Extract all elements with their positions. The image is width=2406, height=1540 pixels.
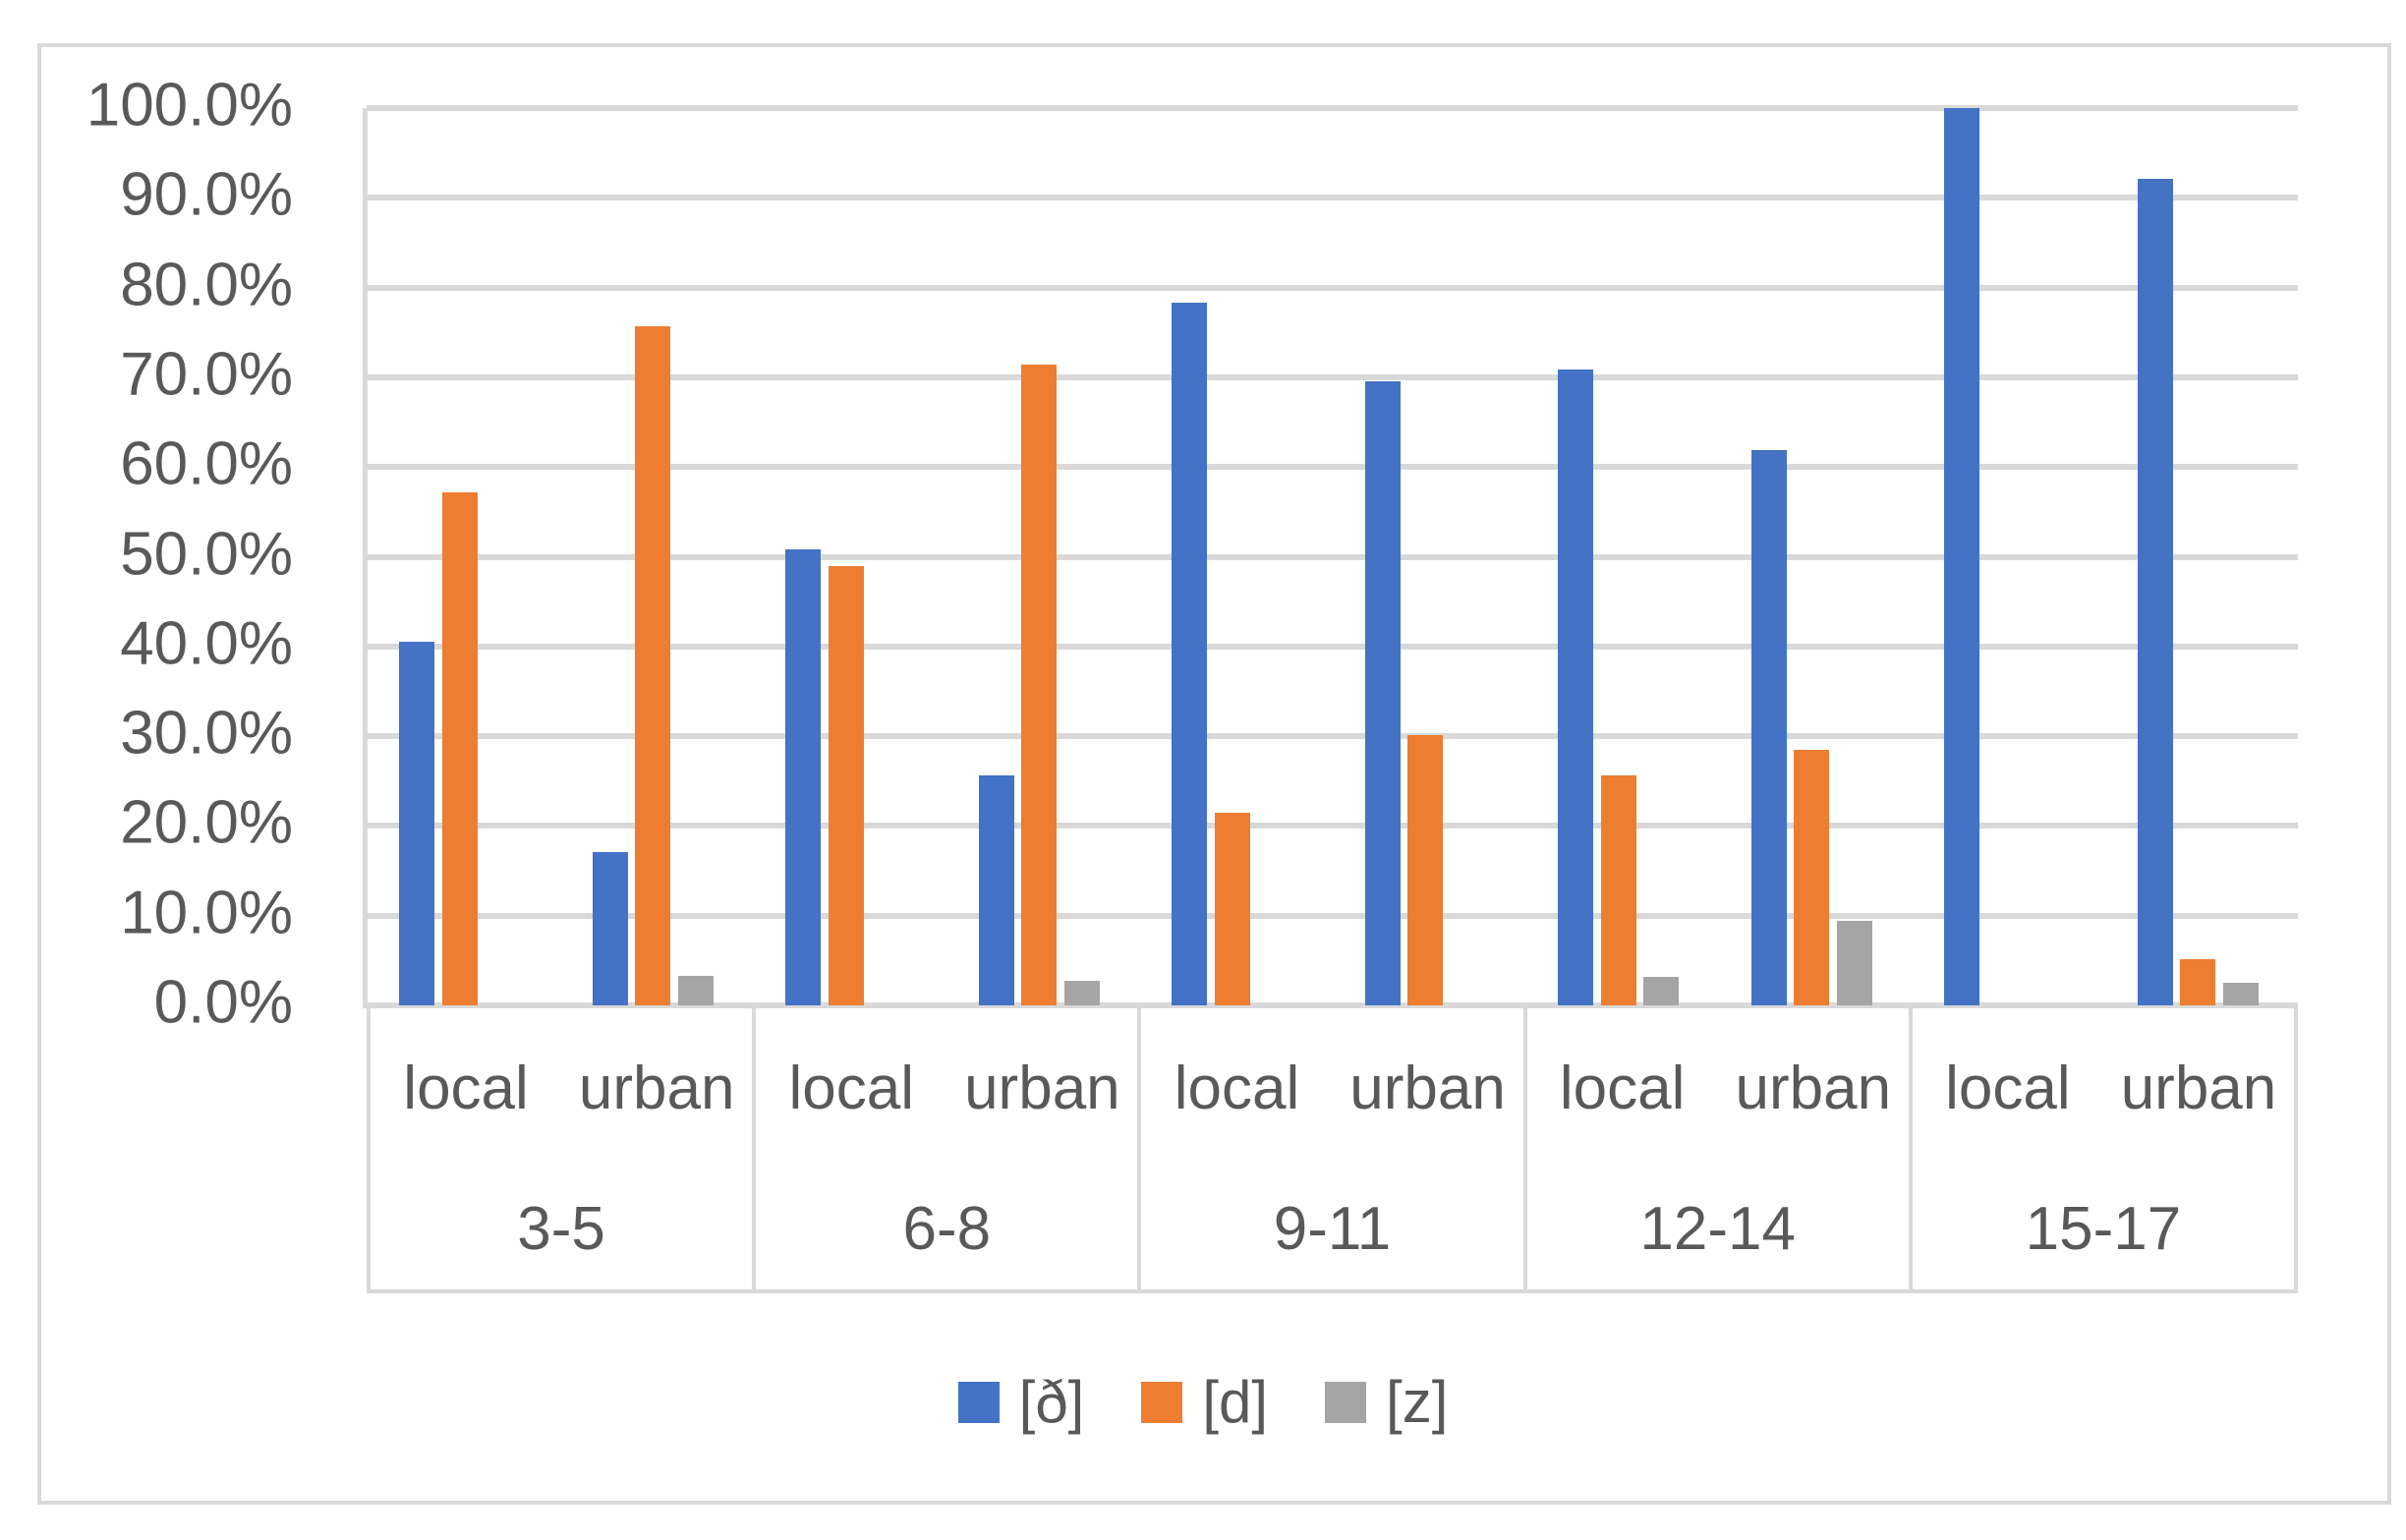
gridline-40.0% [367,643,2298,650]
legend-swatch-icon [957,1381,1000,1423]
y-axis-tick-label: 60.0% [120,429,293,498]
bar-d-9-11-local [1214,813,1250,1005]
y-axis-tick-label: 40.0% [120,609,293,678]
bar-d-6-8-urban [1021,365,1057,1005]
gridline-80.0% [367,284,2298,291]
category-group-9-11: local urban 9-11 [1141,1008,1527,1289]
y-axis-line [363,108,368,1008]
category-group-12-14: local urban 12-14 [1527,1008,1913,1289]
bar-ð-12-14-local [1558,370,1593,1005]
bar-z-12-14-local [1643,977,1679,1005]
subcategory-row: local urban [1913,1008,2294,1168]
bar-ð-15-17-local [1944,108,1979,1005]
bar-ð-6-8-local [785,549,821,1005]
y-axis-tick-label: 80.0% [120,251,293,319]
y-axis-tick-label: 20.0% [120,789,293,858]
y-axis-tick-label: 30.0% [120,699,293,768]
age-group-label-6-8: 6-8 [902,1194,992,1263]
bar-d-12-14-urban [1794,750,1829,1005]
bar-d-3-5-urban [635,326,670,1005]
y-axis-tick-label: 0.0% [153,968,293,1037]
gridline-30.0% [367,733,2298,740]
category-group-6-8: local urban 6-8 [756,1008,1142,1289]
legend-label: [ð] [1018,1369,1085,1435]
subcategory-label-urban-15-17: urban [2120,1054,2277,1122]
subcategory-row: local urban [756,1008,1137,1168]
gridline-0.0% [367,1002,2298,1008]
legend-label: [z] [1386,1369,1449,1435]
subcategory-row: local urban [1141,1008,1522,1168]
legend-label: [d] [1202,1369,1269,1435]
gridline-90.0% [367,195,2298,201]
subcategory-label-urban-12-14: urban [1735,1054,1892,1122]
bar-ð-6-8-urban [978,775,1014,1005]
category-group-3-5: local urban 3-5 [371,1008,757,1289]
gridline-60.0% [367,464,2298,471]
legend-item-z: [z] [1325,1368,1448,1436]
category-axis: local urban 3-5 local urban 6-8 local urban 9-11… [367,1008,2298,1293]
bar-z-6-8-urban [1063,981,1100,1005]
y-axis-tick-label: 70.0% [120,340,293,409]
legend-swatch-icon [1325,1381,1367,1423]
bar-ð-12-14-urban [1750,450,1787,1005]
y-axis-tick-label: 100.0% [86,71,293,140]
bar-ð-15-17-urban [2137,179,2173,1005]
subcategory-label-local-9-11: local [1174,1054,1300,1122]
gridline-70.0% [367,373,2298,380]
y-axis-tick-label: 50.0% [120,520,293,589]
bar-d-12-14-local [1600,775,1636,1005]
bar-z-15-17-urban [2222,983,2259,1005]
bar-d-15-17-urban [2180,959,2215,1005]
subcategory-label-local-6-8: local [788,1054,915,1122]
category-group-15-17: local urban 15-17 [1913,1008,2294,1289]
y-axis-tick-label: 10.0% [120,879,293,947]
legend: [ð] [d] [z] [0,1368,2406,1436]
subcategory-label-local-15-17: local [1945,1054,2071,1122]
legend-item-d: [d] [1141,1368,1268,1436]
subcategory-row: local urban [371,1008,752,1168]
subcategory-label-local-3-5: local [403,1054,529,1122]
bar-z-3-5-urban [677,976,714,1005]
bar-ð-3-5-urban [592,852,628,1005]
subcategory-label-urban-9-11: urban [1349,1054,1506,1122]
gridline-50.0% [367,553,2298,560]
gridline-20.0% [367,823,2298,829]
bar-d-3-5-local [441,492,478,1005]
subcategory-label-urban-6-8: urban [964,1054,1120,1122]
subcategory-label-urban-3-5: urban [578,1054,735,1122]
y-axis-tick-label: 90.0% [120,160,293,229]
bar-ð-9-11-local [1172,303,1207,1005]
age-group-label-15-17: 15-17 [2025,1194,2182,1263]
bar-z-12-14-urban [1836,921,1872,1005]
legend-item-ð: [ð] [957,1368,1085,1436]
age-group-label-3-5: 3-5 [517,1194,605,1263]
gridline-100.0% [367,105,2298,111]
subcategory-row: local urban [1527,1008,1909,1168]
gridline-10.0% [367,912,2298,919]
age-group-label-9-11: 9-11 [1273,1194,1392,1263]
bar-ð-9-11-urban [1364,381,1401,1005]
bar-ð-3-5-local [399,642,434,1005]
age-group-label-12-14: 12-14 [1639,1194,1796,1263]
bar-d-6-8-local [828,566,864,1005]
legend-swatch-icon [1141,1381,1183,1423]
subcategory-label-local-12-14: local [1559,1054,1686,1122]
bar-d-9-11-urban [1407,735,1443,1005]
